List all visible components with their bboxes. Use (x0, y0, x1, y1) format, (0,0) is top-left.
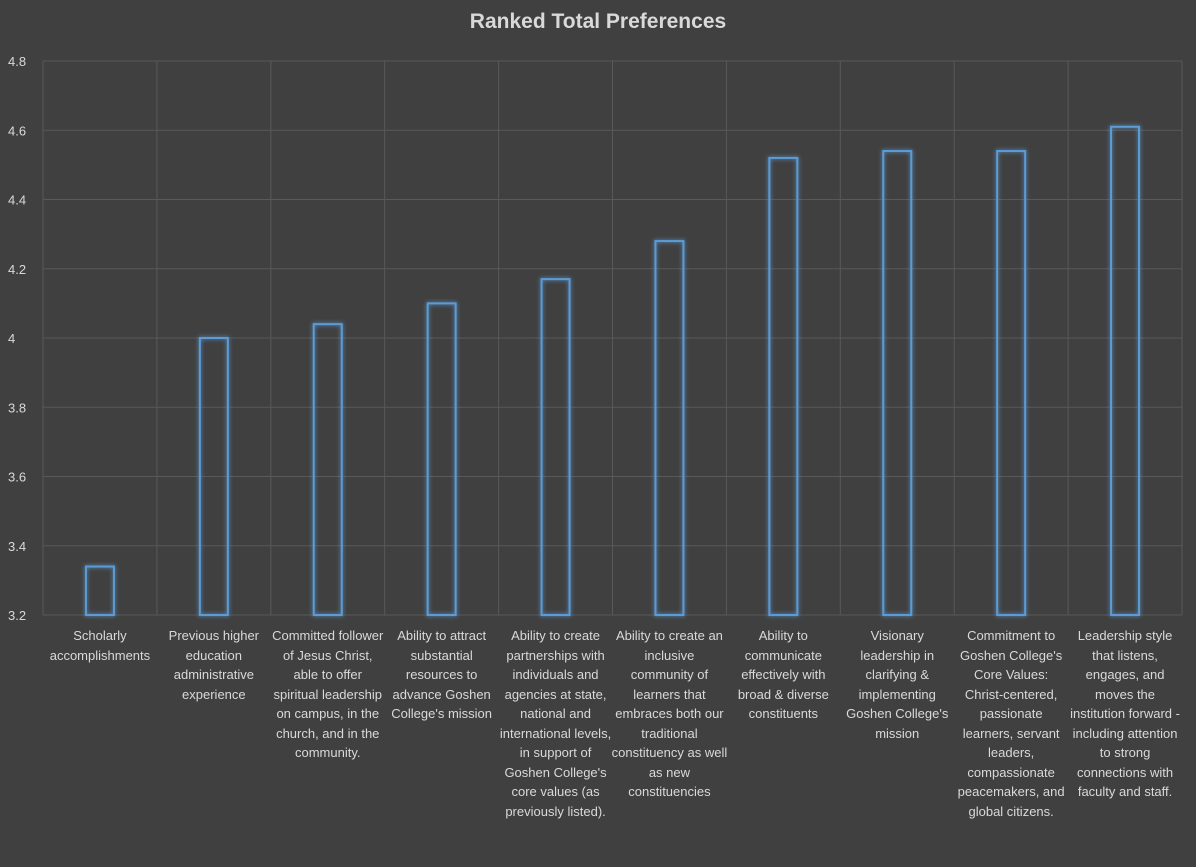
bar (426, 302, 457, 616)
y-tick-label: 4 (8, 331, 15, 346)
y-tick-label: 4.2 (8, 262, 26, 277)
x-tick-label: Visionary leadership in clarifying & imp… (846, 628, 949, 741)
bar (996, 150, 1027, 616)
x-tick-label: Scholarly accomplishments (49, 628, 151, 663)
y-tick-label: 4.6 (8, 123, 26, 138)
bar (84, 565, 115, 617)
x-tick-label: Ability to create partnerships with indi… (499, 628, 612, 819)
x-tick-label: Previous higher education administrative… (168, 628, 259, 702)
y-tick-label: 3.8 (8, 400, 26, 415)
bar (540, 278, 571, 616)
x-tick-label: Ability to communicate effectively with … (737, 628, 829, 721)
x-tick-label: Ability to create an inclusive community… (611, 628, 728, 799)
y-tick-label: 4.8 (8, 54, 26, 69)
bar (654, 240, 685, 617)
y-tick-label: 3.4 (8, 539, 26, 554)
x-tick-label: Commitment to Goshen College's Core Valu… (957, 628, 1065, 819)
x-tick-label: Committed follower of Jesus Christ, able… (272, 628, 384, 760)
x-tick-label: Leadership style that listens, engages, … (1070, 628, 1180, 799)
x-tick-label: Ability to attract substantial resources… (391, 628, 493, 721)
chart-title: Ranked Total Preferences (469, 10, 727, 33)
bar (768, 156, 799, 616)
y-tick-label: 3.2 (8, 608, 26, 623)
bar (882, 150, 913, 616)
y-tick-label: 3.6 (8, 470, 26, 485)
y-tick-label: 4.4 (8, 193, 26, 208)
bar (198, 337, 229, 616)
bar (1110, 125, 1141, 616)
bar (312, 323, 343, 616)
